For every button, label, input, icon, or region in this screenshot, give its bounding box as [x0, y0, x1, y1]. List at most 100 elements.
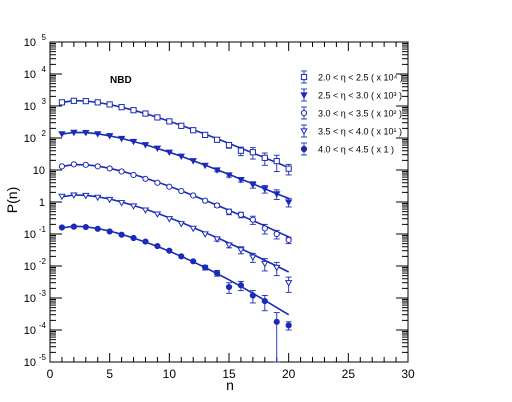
data-point — [58, 193, 66, 201]
data-point — [249, 182, 257, 189]
x-tick-label: 15 — [222, 367, 236, 381]
data-point — [261, 154, 268, 161]
data-point — [202, 264, 209, 271]
legend-label: 3.0 < η < 3.5 ( x 10² ) — [318, 109, 402, 119]
data-point — [94, 194, 102, 202]
y-tick-exponent: 4 — [42, 65, 47, 74]
data-point — [82, 98, 89, 105]
data-point — [154, 114, 161, 121]
data-point — [201, 231, 209, 238]
x-tick-label: 30 — [401, 367, 415, 381]
data-point — [178, 122, 185, 129]
data-point — [237, 147, 245, 154]
data-point — [82, 129, 90, 137]
data-point — [58, 163, 66, 170]
y-tick-label: 10 — [24, 325, 36, 337]
data-point — [273, 191, 281, 198]
legend-marker — [300, 128, 308, 135]
y-tick-label: 10 — [24, 101, 36, 113]
data-point — [225, 283, 233, 291]
data-point — [106, 228, 113, 235]
data-point — [117, 200, 126, 207]
data-point — [202, 197, 209, 204]
data-point — [166, 183, 173, 190]
data-point — [165, 149, 174, 157]
data-point — [285, 322, 292, 329]
data-point — [58, 224, 66, 231]
data-point — [70, 97, 77, 104]
data-point — [225, 208, 233, 215]
data-point — [225, 242, 233, 249]
data-point — [189, 158, 197, 165]
data-point — [261, 186, 269, 193]
data-point — [178, 253, 185, 260]
legend-label: 3.5 < η < 4.0 ( x 10¹ ) — [318, 127, 402, 137]
x-tick-label: 0 — [47, 367, 54, 381]
y-tick-label: 10 — [24, 37, 36, 49]
data-point — [153, 211, 162, 218]
series-4 — [58, 192, 293, 293]
data-point — [177, 153, 185, 161]
y-tick-label: 10 — [33, 165, 45, 177]
data-point — [249, 216, 256, 223]
data-point — [82, 223, 89, 231]
data-point — [129, 203, 138, 210]
data-point — [284, 280, 293, 287]
y-tick-exponent: -3 — [39, 289, 47, 298]
data-point — [237, 177, 245, 184]
data-point — [129, 138, 138, 146]
data-point — [165, 216, 174, 223]
legend-label: 4.0 < η < 4.5 ( x 1 ) — [318, 145, 394, 155]
y-tick-exponent: -2 — [39, 257, 47, 266]
legend-marker — [300, 92, 308, 99]
data-point — [249, 292, 256, 299]
y-tick-label: 10 — [24, 133, 36, 145]
legend-marker — [300, 109, 308, 117]
data-point — [225, 172, 233, 179]
data-point — [249, 149, 256, 156]
data-point — [70, 223, 77, 230]
data-point — [130, 234, 137, 242]
y-tick-exponent: -1 — [39, 225, 47, 234]
data-point — [154, 242, 161, 250]
data-point — [273, 264, 281, 272]
data-point — [142, 238, 149, 245]
legend: 2.0 < η < 2.5 ( x 10⁴ ) 2.5 < η < 3.0 ( x… — [300, 70, 403, 156]
data-point — [142, 175, 149, 182]
data-point — [58, 131, 66, 138]
data-point — [130, 107, 137, 114]
data-point — [70, 192, 78, 199]
y-tick-exponent: 5 — [42, 33, 47, 42]
data-point — [105, 133, 114, 140]
data-point — [285, 165, 292, 172]
data-point — [105, 196, 114, 204]
data-point — [94, 99, 101, 106]
x-tick-label: 10 — [163, 367, 177, 381]
series-5 — [58, 223, 292, 363]
y-tick-label: 10 — [24, 357, 36, 369]
data-point — [273, 318, 280, 325]
legend-entry-1: 2.0 < η < 2.5 ( x 10⁴ ) — [300, 70, 403, 84]
x-tick-label: 20 — [282, 367, 296, 381]
data-point — [213, 136, 221, 143]
data-point — [141, 207, 150, 214]
data-point — [142, 110, 149, 117]
data-point — [213, 269, 221, 277]
data-point — [177, 221, 185, 228]
data-point — [261, 225, 268, 232]
data-point — [273, 230, 280, 238]
legend-entry-4: 3.5 < η < 4.0 ( x 10¹ ) — [300, 124, 402, 138]
y-tick-label: 10 — [24, 261, 36, 273]
data-point — [118, 231, 125, 238]
data-point — [117, 135, 126, 143]
data-point — [106, 101, 113, 108]
legend-entry-3: 3.0 < η < 3.5 ( x 10² ) — [300, 106, 402, 120]
x-tick-label: 25 — [342, 367, 356, 381]
data-point — [154, 179, 161, 186]
data-point — [225, 141, 233, 149]
data-point — [106, 165, 113, 172]
data-point — [213, 236, 221, 243]
series-3 — [58, 161, 292, 245]
data-point — [166, 118, 173, 125]
data-point — [284, 199, 293, 206]
